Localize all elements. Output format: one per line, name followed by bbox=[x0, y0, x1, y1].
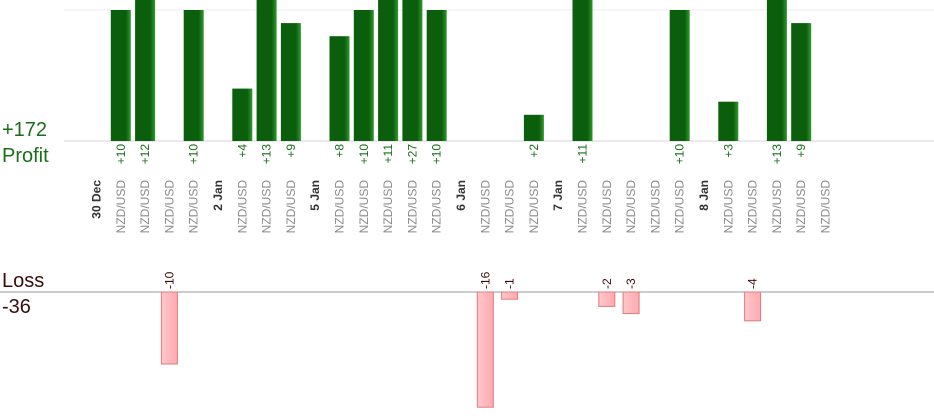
profit-bar bbox=[718, 101, 739, 141]
loss-value-label: -2 bbox=[600, 278, 614, 289]
loss-value-label: -3 bbox=[624, 278, 638, 289]
profit-value-label: +11 bbox=[381, 144, 395, 164]
profit-bar bbox=[402, 0, 423, 141]
profit-bar bbox=[280, 23, 301, 142]
profit-bar bbox=[669, 10, 690, 141]
loss-value-label: -16 bbox=[478, 271, 492, 289]
profit-value-label: +10 bbox=[357, 144, 371, 165]
profit-value-label: +3 bbox=[721, 144, 735, 158]
profit-total: +172 bbox=[2, 119, 48, 141]
symbol-label: NZD/USD bbox=[648, 180, 662, 234]
profit-value-label: +2 bbox=[527, 144, 541, 158]
profit-label: Profit bbox=[2, 145, 49, 167]
symbol-label: NZD/USD bbox=[478, 180, 492, 234]
symbol-label: NZD/USD bbox=[114, 180, 128, 234]
symbol-label: NZD/USD bbox=[138, 180, 152, 234]
loss-bar bbox=[160, 291, 178, 365]
symbol-label: NZD/USD bbox=[794, 180, 808, 234]
profit-value-label: +9 bbox=[794, 144, 808, 158]
profit-bar bbox=[791, 23, 812, 142]
loss-bar bbox=[476, 291, 494, 408]
profit-value-label: +10 bbox=[430, 144, 444, 165]
profit-bar bbox=[523, 114, 544, 141]
profit-bar bbox=[572, 0, 593, 141]
symbol-label: NZD/USD bbox=[333, 180, 347, 234]
date-label: 5 Jan bbox=[308, 180, 322, 211]
profit-bar bbox=[232, 88, 253, 141]
loss-label: Loss bbox=[2, 270, 45, 292]
profit-value-label: +13 bbox=[770, 144, 784, 165]
profit-bar bbox=[183, 10, 204, 141]
loss-bar bbox=[744, 291, 762, 322]
profit-value-label: +27 bbox=[405, 144, 419, 165]
symbol-label: NZD/USD bbox=[235, 180, 249, 234]
loss-bar bbox=[622, 291, 640, 315]
date-label: 2 Jan bbox=[211, 180, 225, 211]
symbol-label: NZD/USD bbox=[284, 180, 298, 234]
symbol-label: NZD/USD bbox=[600, 180, 614, 234]
symbol-label: NZD/USD bbox=[624, 180, 638, 234]
profit-value-label: +10 bbox=[187, 144, 201, 165]
profit-bar bbox=[110, 10, 131, 141]
profit-bar bbox=[426, 10, 447, 141]
symbol-label: NZD/USD bbox=[503, 180, 517, 234]
loss-value-label: -4 bbox=[746, 278, 760, 289]
profit-value-label: +9 bbox=[284, 144, 298, 158]
profit-value-label: +10 bbox=[673, 144, 687, 165]
symbol-label: NZD/USD bbox=[260, 180, 274, 234]
symbol-label: NZD/USD bbox=[527, 180, 541, 234]
symbol-label: NZD/USD bbox=[430, 180, 444, 234]
symbol-label: NZD/USD bbox=[770, 180, 784, 234]
symbol-label: NZD/USD bbox=[187, 180, 201, 234]
symbol-label: NZD/USD bbox=[673, 180, 687, 234]
loss-bar bbox=[501, 291, 519, 300]
loss-total: -36 bbox=[2, 296, 31, 318]
date-label: 7 Jan bbox=[551, 180, 565, 211]
profit-value-label: +11 bbox=[576, 144, 590, 164]
symbol-label: NZD/USD bbox=[162, 180, 176, 234]
date-label: 6 Jan bbox=[454, 180, 468, 211]
symbol-label: NZD/USD bbox=[357, 180, 371, 234]
date-label: 30 Dec bbox=[90, 180, 104, 219]
date-label: 8 Jan bbox=[697, 180, 711, 211]
profit-value-label: +13 bbox=[260, 144, 274, 165]
symbol-label: NZD/USD bbox=[381, 180, 395, 234]
symbol-label: NZD/USD bbox=[721, 180, 735, 234]
symbol-label: NZD/USD bbox=[576, 180, 590, 234]
loss-value-label: -1 bbox=[503, 278, 517, 289]
profit-bar bbox=[135, 0, 156, 141]
symbol-label: NZD/USD bbox=[819, 180, 833, 234]
profit-value-label: +4 bbox=[235, 144, 249, 158]
profit-value-label: +10 bbox=[114, 144, 128, 165]
profit-bar bbox=[353, 10, 374, 141]
profit-value-label: +8 bbox=[333, 144, 347, 158]
symbol-label: NZD/USD bbox=[405, 180, 419, 234]
symbol-label: NZD/USD bbox=[746, 180, 760, 234]
loss-value-label: -10 bbox=[162, 271, 176, 289]
profit-bar bbox=[766, 0, 787, 141]
profit-value-label: +12 bbox=[138, 144, 152, 165]
profit-bar bbox=[378, 0, 399, 141]
profit-bar bbox=[329, 36, 350, 142]
loss-bar bbox=[598, 291, 616, 307]
profit-bar bbox=[256, 0, 277, 141]
